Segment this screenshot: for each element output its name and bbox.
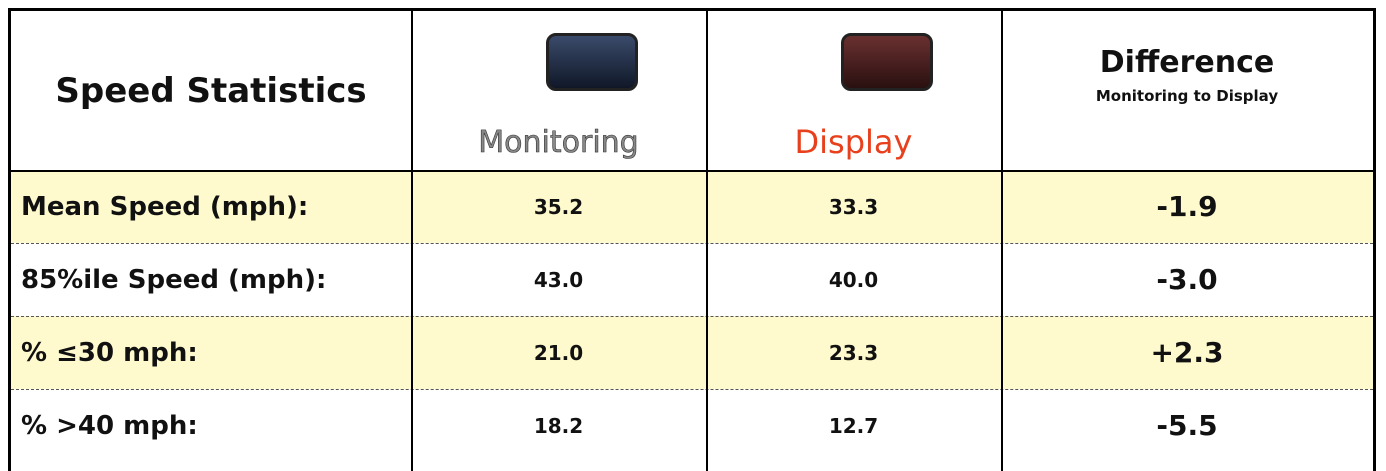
column-divider [1001, 11, 1003, 471]
monitoring-value: 18.2 [533, 413, 584, 438]
display-value: 12.7 [828, 413, 879, 438]
row-label: Mean Speed (mph): [21, 191, 309, 222]
header-title: Speed Statistics [55, 70, 367, 111]
monitoring-value: 35.2 [533, 194, 584, 219]
row-highlight [11, 170, 1373, 243]
speed-table: Speed Statistics Monitoring Display Diff… [8, 8, 1376, 471]
row-divider [11, 243, 1373, 244]
row-divider [11, 316, 1373, 317]
row-label: 85%ile Speed (mph): [21, 264, 327, 295]
display-value: 23.3 [828, 340, 879, 365]
row-label: % ≤30 mph: [21, 337, 198, 368]
column-divider [706, 11, 708, 471]
difference-header: Difference [1099, 44, 1275, 80]
difference-value: -5.5 [1156, 409, 1218, 442]
row-highlight [11, 316, 1373, 389]
header-divider [11, 170, 1373, 172]
column-divider [411, 11, 413, 471]
display-value: 40.0 [828, 267, 879, 292]
row-label: % >40 mph: [21, 410, 198, 441]
monitoring-value: 21.0 [533, 340, 584, 365]
difference-note: Monitoring to Display [1095, 87, 1279, 105]
monitoring-label: Monitoring [478, 124, 639, 160]
difference-value: -3.0 [1156, 263, 1218, 296]
display-icon [841, 33, 933, 91]
monitoring-value: 43.0 [533, 267, 584, 292]
difference-value: -1.9 [1156, 190, 1218, 223]
display-value: 33.3 [828, 194, 879, 219]
monitoring-icon [546, 33, 638, 91]
difference-value: +2.3 [1150, 336, 1224, 369]
row-divider [11, 389, 1373, 390]
display-label: Display [794, 123, 913, 161]
